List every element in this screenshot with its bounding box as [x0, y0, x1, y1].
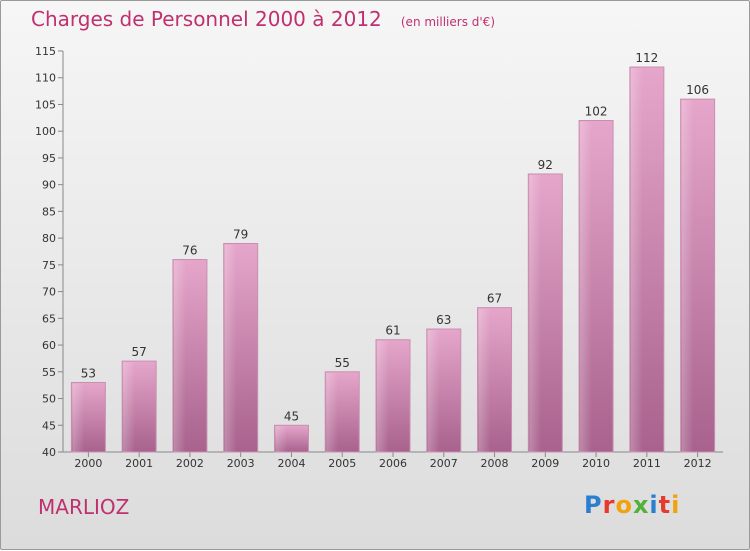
data-label: 76: [182, 244, 197, 258]
x-tick-label: 2010: [582, 457, 610, 470]
data-label: 45: [284, 409, 299, 423]
town-name: MARLIOZ: [38, 495, 130, 519]
x-tick-label: 2005: [328, 457, 356, 470]
x-tick-label: 2012: [684, 457, 712, 470]
title-row: Charges de Personnel 2000 à 2012 (en mil…: [31, 7, 495, 31]
bar-highlight: [580, 121, 592, 453]
bar-highlight: [681, 100, 694, 453]
y-tick-label: 90: [42, 179, 56, 192]
bar-highlight: [427, 330, 440, 452]
bar-highlight: [224, 244, 237, 452]
x-tick-label: 2007: [430, 457, 458, 470]
data-label: 61: [385, 324, 400, 338]
data-label: 67: [487, 292, 502, 306]
y-tick-label: 70: [42, 286, 56, 299]
x-tick-label: 2001: [125, 457, 153, 470]
y-tick-label: 65: [42, 312, 56, 325]
y-tick-label: 95: [42, 152, 56, 165]
y-tick-label: 50: [42, 393, 56, 406]
y-tick-label: 100: [35, 125, 56, 138]
y-tick-label: 105: [35, 98, 56, 111]
data-label: 92: [538, 158, 553, 172]
y-tick-label: 85: [42, 205, 56, 218]
bar-highlight: [478, 308, 491, 452]
bar-highlight: [377, 340, 389, 452]
bar-highlight: [529, 174, 542, 452]
proxiti-logo[interactable]: Proxiti: [584, 491, 681, 519]
axes: 40 45 50 55 60 65 70 75 80 85 90 95 100 105 110 115 2000…: [35, 45, 723, 470]
y-tick-label: 75: [42, 259, 56, 272]
data-label: 55: [335, 356, 350, 370]
bar-highlight: [173, 260, 186, 452]
bar-highlight: [326, 372, 339, 452]
x-tick-label: 2000: [74, 457, 102, 470]
chart-subtitle: (en milliers d'€): [400, 15, 495, 29]
y-tick-label: 60: [42, 339, 56, 352]
y-tick-label: 110: [35, 72, 56, 85]
bar-highlight: [630, 68, 643, 452]
x-tick-label: 2002: [176, 457, 204, 470]
x-tick-label: 2009: [531, 457, 559, 470]
data-label: 106: [686, 83, 709, 97]
bar-highlight: [72, 383, 85, 452]
x-tick-label: 2006: [379, 457, 407, 470]
y-tick-label: 45: [42, 419, 56, 432]
chart-title: Charges de Personnel 2000 à 2012: [31, 7, 382, 31]
data-label: 112: [635, 51, 658, 65]
bar-highlight: [123, 362, 136, 452]
y-tick-label: 55: [42, 366, 56, 379]
x-tick-label: 2004: [277, 457, 305, 470]
data-label: 57: [132, 345, 147, 359]
y-tick-label: 40: [42, 446, 56, 459]
data-label: 102: [585, 105, 608, 119]
y-tick-label: 115: [35, 45, 56, 58]
bars: 53 57 76 79 45 55 61 63 67 92 102 112 106: [70, 51, 716, 453]
data-label: 53: [81, 366, 96, 380]
data-label: 79: [233, 227, 248, 241]
data-label: 63: [436, 313, 451, 327]
x-tick-label: 2003: [227, 457, 255, 470]
x-tick-label: 2011: [633, 457, 661, 470]
bar-highlight: [275, 426, 288, 452]
x-tick-label: 2008: [481, 457, 509, 470]
y-tick-label: 80: [42, 232, 56, 245]
